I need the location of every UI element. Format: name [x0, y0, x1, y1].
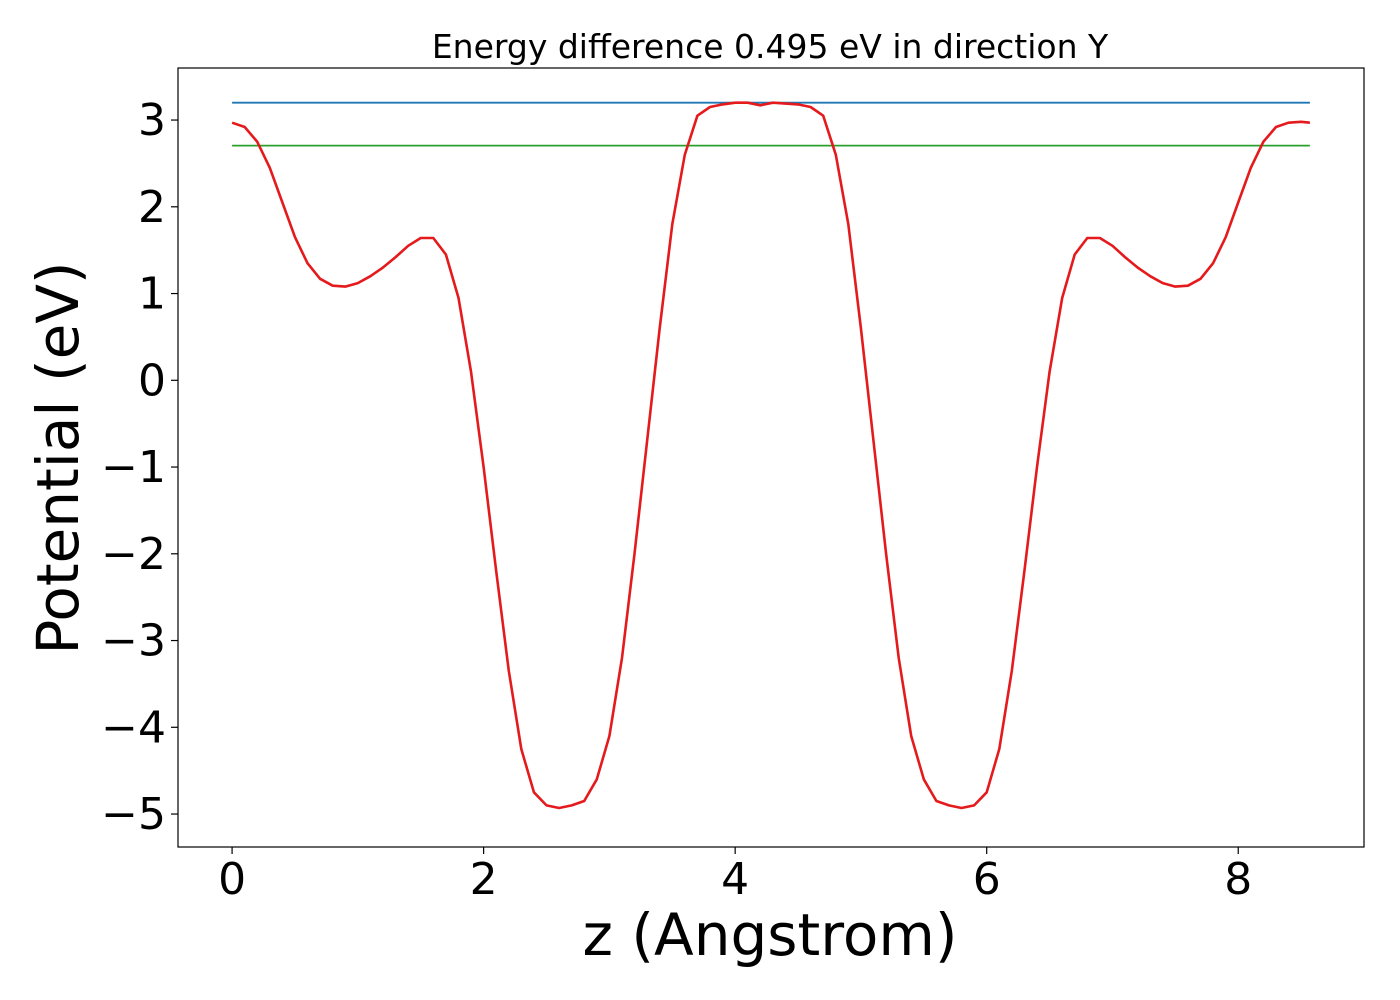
series-layer	[231, 101, 1311, 810]
x-axis-label: z (Angstrom)	[583, 901, 958, 969]
y-tick-label: −4	[101, 702, 166, 753]
x-tick-label: 0	[218, 854, 246, 905]
series-line-0	[231, 101, 1311, 810]
x-tick-label: 8	[1224, 854, 1252, 905]
x-axis-ticks: 0 2 4 6 8	[218, 847, 1252, 905]
plot-frame	[177, 67, 1365, 848]
y-tick-label: 2	[138, 182, 166, 233]
x-tick-label: 4	[721, 854, 749, 905]
y-tick-label: −3	[101, 616, 166, 667]
y-tick-label: −5	[101, 789, 166, 840]
chart-title: Energy difference 0.495 eV in direction …	[432, 27, 1109, 66]
y-tick-label: −2	[101, 529, 166, 580]
y-axis-label: Potential (eV)	[24, 261, 92, 654]
x-tick-label: 6	[973, 854, 1001, 905]
y-tick-label: 1	[138, 269, 166, 320]
y-tick-label: 3	[138, 95, 166, 146]
y-tick-label: 0	[138, 355, 166, 406]
y-axis-ticks: 3 2 1 0 −1 −2 −3 −4 −5	[101, 95, 178, 840]
x-tick-label: 2	[470, 854, 498, 905]
y-tick-label: −1	[101, 442, 166, 493]
